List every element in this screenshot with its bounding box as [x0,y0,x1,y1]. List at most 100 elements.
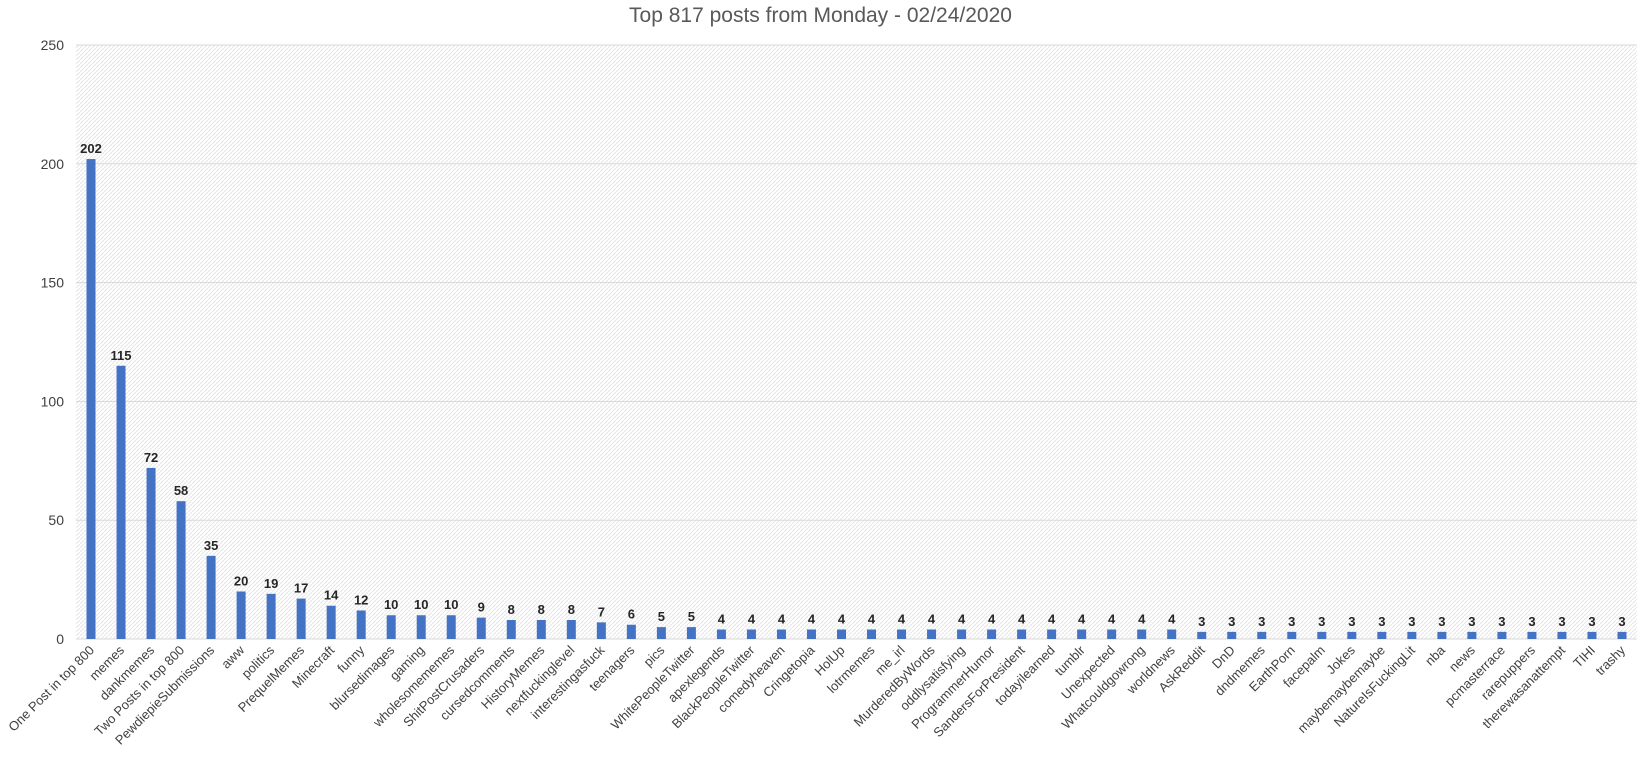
bar-Whatcouldgowrong [1137,629,1147,639]
data-label-memes: 115 [111,348,132,363]
data-label-wholesomememes: 10 [444,597,458,612]
data-label-facepalm: 3 [1318,614,1325,629]
data-label-worldnews: 4 [1168,611,1176,626]
bar-WhitePeopleTwitter [686,627,696,639]
bar-todayilearned [1047,629,1057,639]
bar-EarthPorn [1287,631,1297,639]
data-label-WhitePeopleTwitter: 5 [688,609,695,624]
data-label-nextfuckinglevel: 8 [568,602,575,617]
bar-maybemaybemaybe [1377,631,1387,639]
bar-dndmemes [1257,631,1267,639]
bar-comedyheaven [776,629,786,639]
data-label-Cringetopia: 4 [808,611,816,626]
bar-PewdiepieSubmissions [206,555,216,639]
bar-therewasanattempt [1557,631,1567,639]
bar-funny [356,610,366,639]
data-label-cursedcomments: 8 [508,602,515,617]
bar-MurderedByWords [927,629,937,639]
bar-cursedcomments [506,619,516,639]
data-label-One Post in top 800: 202 [80,141,102,156]
data-label-HistoryMemes: 8 [538,602,545,617]
bar-DnD [1227,631,1237,639]
data-label-rarepuppers: 3 [1528,614,1535,629]
bar-tumblr [1077,629,1087,639]
data-labels: 202 115 72 58 35 20 19 17 14 12 10 10 10 9 8 8 8 7 6 5 5 4 4 4 4… [80,141,1625,629]
bar-wholesomememes [446,615,456,639]
data-label-NatureIsFuckingLit: 3 [1408,614,1415,629]
data-label-Whatcouldgowrong: 4 [1138,611,1146,626]
data-label-pics: 5 [658,609,665,624]
bar-news [1467,631,1477,639]
bar-lotrmemes [867,629,877,639]
data-label-trashy: 3 [1618,614,1625,629]
bar-One Post in top 800 [86,159,96,639]
data-label-nba: 3 [1438,614,1445,629]
data-label-todayilearned: 4 [1048,611,1056,626]
bar-ProgrammerHumor [987,629,997,639]
data-label-dankmemes: 72 [144,450,158,465]
bar-aww [236,591,246,639]
bar-pics [656,627,666,639]
bar-blursedimages [386,615,396,639]
data-label-lotrmemes: 4 [868,611,876,626]
data-label-me_irl: 4 [898,611,906,626]
bar-TIHI [1587,631,1597,639]
bars [86,159,1627,639]
data-label-SandersForPresident: 4 [1018,611,1026,626]
data-label-MurderedByWords: 4 [928,611,936,626]
bar-interestingasfuck [596,622,606,639]
bar-nextfuckinglevel [566,619,576,639]
data-label-ShitPostCrusaders: 9 [478,600,485,615]
bar-Minecraft [326,605,336,639]
bar-politics [266,593,276,639]
bar-me_irl [897,629,907,639]
data-label-aww: 20 [234,573,248,588]
bar-oddlysatisfying [957,629,967,639]
bar-HolUp [836,629,846,639]
data-label-dndmemes: 3 [1258,614,1265,629]
data-label-ProgrammerHumor: 4 [988,611,996,626]
data-label-Minecraft: 14 [324,588,339,603]
data-label-Two Posts in top 800: 58 [174,483,188,498]
data-label-TIHI: 3 [1588,614,1595,629]
data-label-blursedimages: 10 [384,597,398,612]
data-label-maybemaybemaybe: 3 [1378,614,1385,629]
data-label-apexlegends: 4 [718,611,726,626]
x-tick-label-trashy: trashy [1592,642,1628,678]
y-tick-label: 50 [48,512,64,528]
bar-facepalm [1317,631,1327,639]
data-label-PrequelMemes: 17 [294,581,308,596]
bar-Unexpected [1107,629,1117,639]
bar-HistoryMemes [536,619,546,639]
bar-PrequelMemes [296,598,306,639]
data-label-teenagers: 6 [628,607,635,622]
y-tick-label: 250 [41,37,65,53]
data-label-tumblr: 4 [1078,611,1086,626]
bar-apexlegends [716,629,726,639]
plot-area [76,45,1637,639]
y-axis-ticks: 0 50 100 150 200 250 [41,37,65,647]
data-label-BlackPeopleTwitter: 4 [748,611,756,626]
bar-gaming [416,615,426,639]
bar-SandersForPresident [1017,629,1027,639]
data-label-oddlysatisfying: 4 [958,611,966,626]
bar-memes [116,365,126,639]
data-label-PewdiepieSubmissions: 35 [204,538,218,553]
chart-title: Top 817 posts from Monday - 02/24/2020 [629,4,1012,27]
x-tick-label-nba: nba [1422,642,1448,668]
y-tick-label: 100 [41,393,65,409]
bar-worldnews [1167,629,1177,639]
bar-dankmemes [146,467,156,639]
x-tick-label-One Post in top 800: One Post in top 800 [5,643,97,735]
data-label-HolUp: 4 [838,611,846,626]
gridlines [76,44,1637,640]
data-label-AskReddit: 3 [1198,614,1205,629]
data-label-pcmasterrace: 3 [1498,614,1505,629]
data-label-EarthPorn: 3 [1288,614,1295,629]
data-label-Unexpected: 4 [1108,611,1116,626]
bar-Cringetopia [806,629,816,639]
data-label-DnD: 3 [1228,614,1235,629]
data-label-comedyheaven: 4 [778,611,786,626]
bar-trashy [1617,631,1627,639]
